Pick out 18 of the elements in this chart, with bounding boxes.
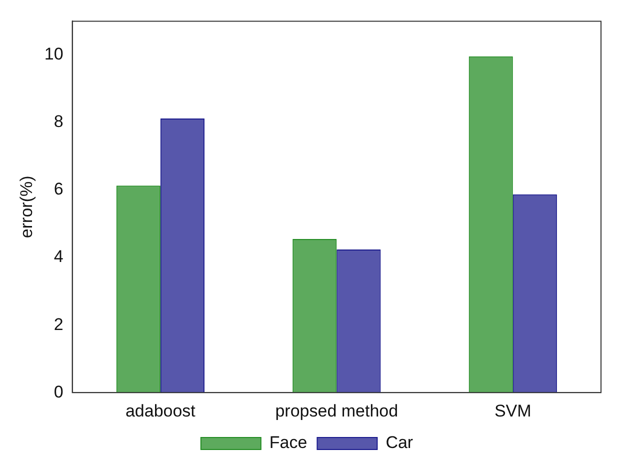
bar [468,56,513,393]
legend-label: Face [269,433,308,452]
bar [116,186,160,393]
x-tick-label: propsed method [275,401,398,420]
y-axis-title: error(%) [16,176,36,238]
bar [160,118,204,393]
y-tick-label: 6 [54,180,64,199]
x-tick-label: adaboost [125,401,196,420]
y-tick-label: 10 [44,44,64,64]
y-tick-label: 0 [54,382,64,402]
bar [512,194,557,393]
x-tick-label: SVM [494,401,532,420]
y-tick-label: 4 [54,247,64,266]
legend-label: Car [386,433,414,452]
bar [292,238,337,393]
y-tick-label: 8 [54,112,64,132]
y-tick-label: 2 [54,314,64,334]
bar [336,249,381,393]
